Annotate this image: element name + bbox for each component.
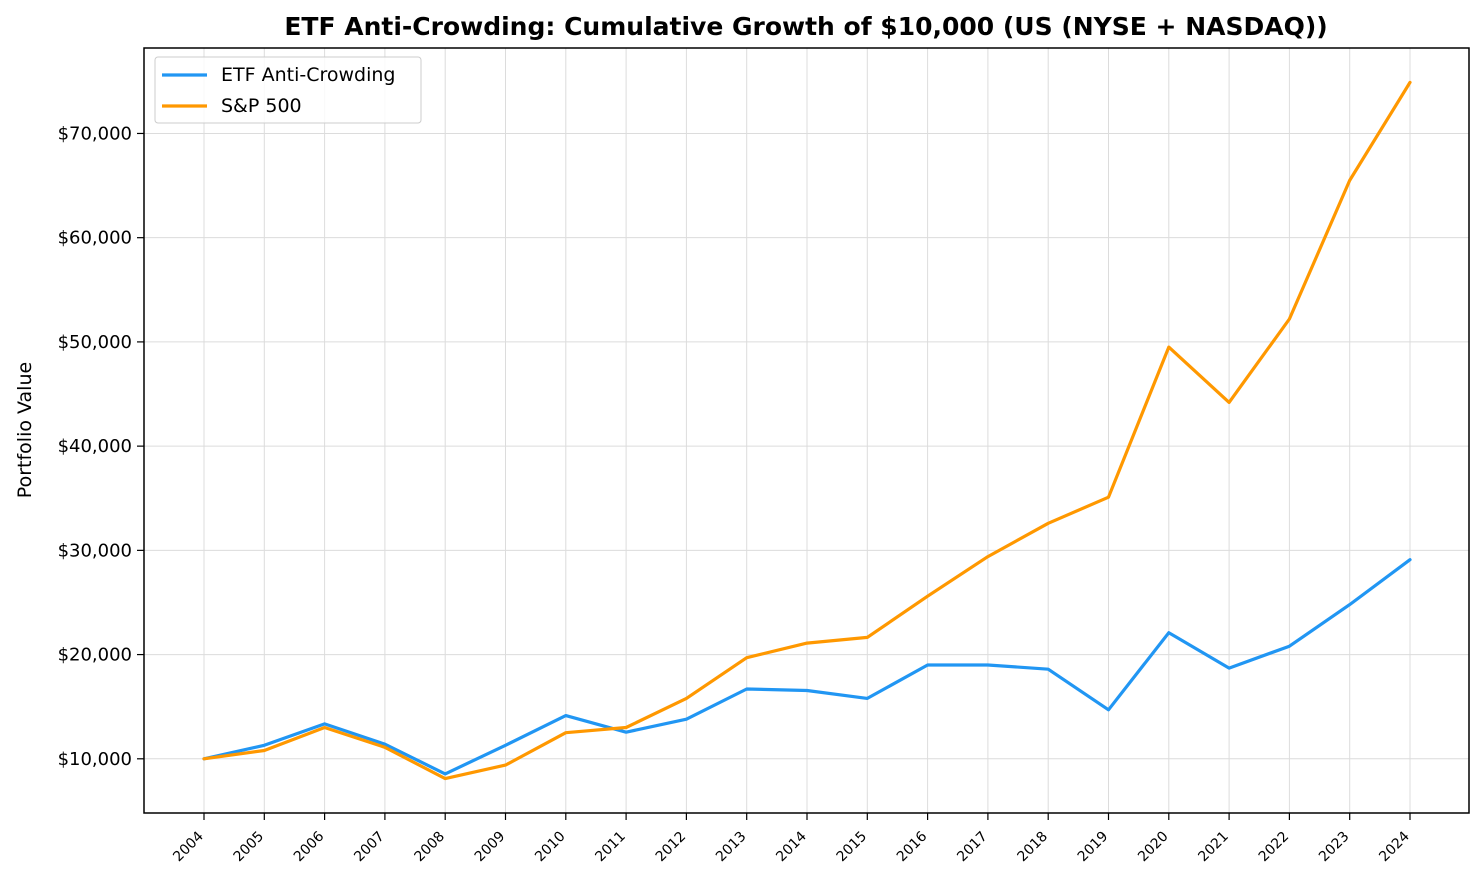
y-tick-label: $10,000 bbox=[58, 749, 132, 770]
x-tick-label: 2020 bbox=[1135, 829, 1172, 866]
series-line-0 bbox=[202, 558, 1412, 776]
axes: 2004 2005 2006 2007 2008 2009 2010 2011 2012 2013… bbox=[58, 123, 1413, 865]
x-tick-label: 2011 bbox=[592, 829, 629, 866]
series-lines bbox=[202, 80, 1412, 781]
x-tick-label: 2014 bbox=[773, 828, 810, 865]
x-tick-label: 2012 bbox=[653, 829, 690, 866]
x-tick-label: 2010 bbox=[532, 829, 569, 866]
legend-label-0: ETF Anti-Crowding bbox=[221, 64, 395, 86]
chart-title: ETF Anti-Crowding: Cumulative Growth of … bbox=[284, 12, 1327, 41]
y-tick-label: $20,000 bbox=[58, 645, 132, 666]
x-tick-label: 2023 bbox=[1316, 829, 1353, 866]
x-tick-label: 2019 bbox=[1075, 829, 1112, 866]
x-tick-label: 2021 bbox=[1195, 829, 1232, 866]
legend-box bbox=[154, 56, 422, 124]
x-tick-label: 2018 bbox=[1015, 829, 1052, 866]
legend: ETF Anti-Crowding S&P 500 bbox=[154, 56, 422, 124]
y-tick-label: $60,000 bbox=[58, 228, 132, 249]
y-axis-label: Portfolio Value bbox=[14, 362, 36, 498]
y-tick-label: $70,000 bbox=[58, 123, 132, 144]
x-tick-label: 2004 bbox=[170, 828, 207, 865]
x-tick-label: 2024 bbox=[1376, 828, 1413, 865]
y-tick-label: $30,000 bbox=[58, 540, 132, 561]
y-tick-label: $40,000 bbox=[58, 436, 132, 457]
grid-lines bbox=[144, 48, 1469, 813]
y-tick-label: $50,000 bbox=[58, 332, 132, 353]
x-tick-label: 2007 bbox=[351, 829, 388, 866]
x-tick-label: 2005 bbox=[231, 829, 268, 866]
x-tick-label: 2017 bbox=[954, 829, 991, 866]
x-tick-label: 2022 bbox=[1256, 829, 1293, 866]
legend-label-1: S&P 500 bbox=[221, 95, 302, 117]
x-tick-label: 2015 bbox=[834, 829, 871, 866]
series-line-1 bbox=[202, 80, 1412, 781]
x-tick-label: 2008 bbox=[412, 829, 449, 866]
x-tick-label: 2013 bbox=[713, 829, 750, 866]
x-tick-label: 2009 bbox=[472, 829, 509, 866]
x-tick-label: 2006 bbox=[291, 828, 328, 865]
x-tick-label: 2016 bbox=[894, 828, 931, 865]
